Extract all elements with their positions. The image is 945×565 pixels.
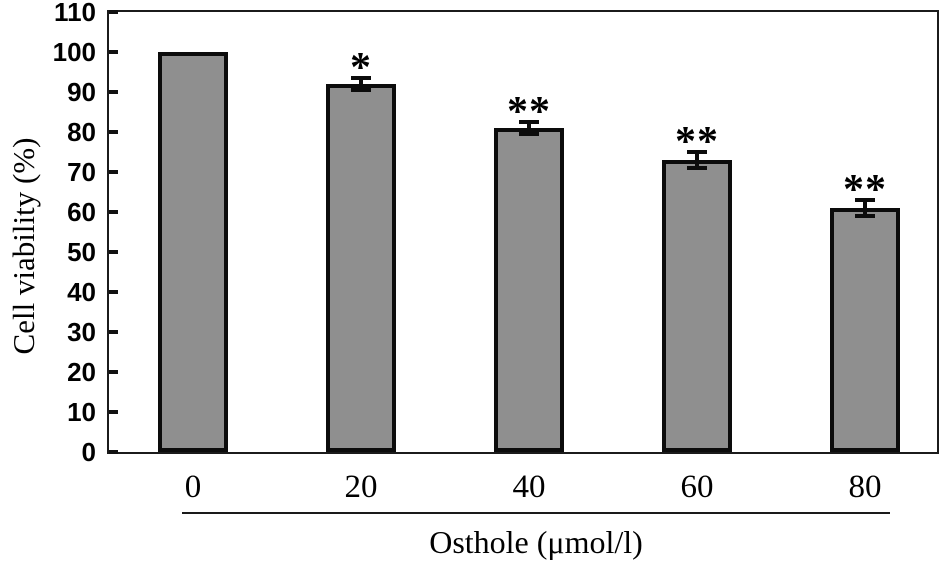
x-axis-underline	[182, 512, 890, 514]
y-tick-mark	[109, 10, 118, 14]
significance-label: *	[350, 45, 372, 91]
y-tick-label: 60	[67, 197, 96, 227]
y-tick-label: 100	[52, 37, 96, 67]
error-bar-cap	[519, 132, 539, 136]
y-tick-label: 80	[67, 117, 96, 147]
x-axis-title: Osthole (μmol/l)	[429, 524, 643, 560]
bar	[158, 52, 228, 452]
x-tick-label: 60	[680, 469, 714, 505]
y-tick-label: 90	[67, 77, 96, 107]
error-bar	[527, 122, 531, 134]
error-bar-cap	[351, 88, 371, 92]
y-tick-mark	[109, 370, 118, 374]
y-tick-label: 40	[67, 277, 96, 307]
error-bar-cap	[519, 120, 539, 124]
y-tick-mark	[109, 250, 118, 254]
y-tick-mark	[109, 170, 118, 174]
error-bar-cap	[351, 76, 371, 80]
y-tick-mark	[109, 50, 118, 54]
y-tick-mark	[109, 410, 118, 414]
error-bar-cap	[855, 214, 875, 218]
y-tick-label: 20	[67, 357, 96, 387]
error-bar	[863, 200, 867, 216]
y-tick-label: 110	[54, 0, 96, 27]
y-tick-mark	[109, 90, 118, 94]
significance-label: **	[843, 167, 887, 213]
significance-label: **	[675, 119, 719, 165]
y-tick-mark	[109, 450, 118, 454]
error-bar-cap	[687, 150, 707, 154]
y-tick-label: 30	[67, 317, 96, 347]
x-tick-label: 0	[184, 469, 202, 505]
y-tick-mark	[109, 210, 118, 214]
y-tick-mark	[109, 330, 118, 334]
bar	[662, 160, 732, 452]
y-tick-label: 70	[67, 157, 96, 187]
significance-label: **	[507, 89, 551, 135]
y-tick-label: 10	[67, 397, 96, 427]
y-tick-mark	[109, 290, 118, 294]
y-tick-label: 50	[67, 237, 96, 267]
bar	[830, 208, 900, 452]
x-tick-label: 80	[848, 469, 882, 505]
error-bar	[695, 152, 699, 168]
x-tick-label: 40	[512, 469, 546, 505]
error-bar-cap	[855, 198, 875, 202]
error-bar-cap	[687, 166, 707, 170]
y-tick-mark	[109, 130, 118, 134]
x-tick-label: 20	[344, 469, 378, 505]
y-tick-label: 0	[81, 437, 96, 467]
bar	[326, 84, 396, 452]
plot-area: * ** ** **	[107, 10, 939, 454]
bar	[494, 128, 564, 452]
error-bar	[359, 78, 363, 90]
